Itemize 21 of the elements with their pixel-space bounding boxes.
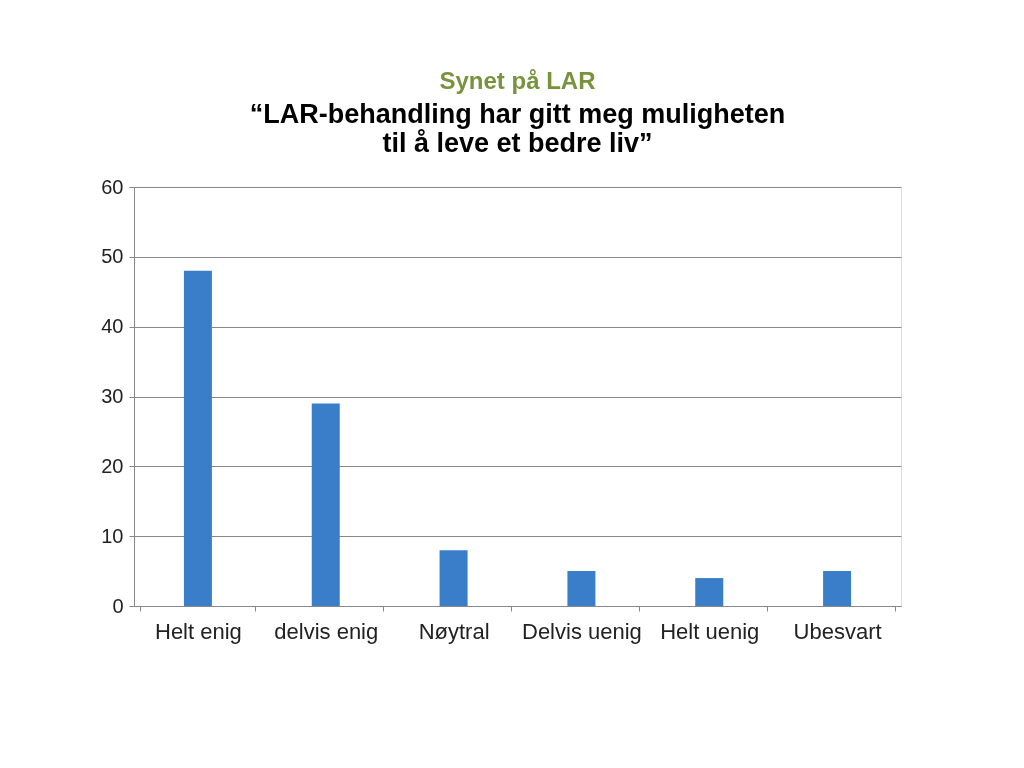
bar (695, 578, 724, 606)
y-tick-label: 0 (112, 594, 124, 617)
bar (823, 571, 852, 606)
x-tick-label: Ubesvart (793, 618, 882, 644)
x-tick-label: Helt uenig (660, 618, 760, 644)
bar (567, 571, 596, 606)
y-tick-label: 60 (101, 175, 124, 198)
chart-title: Synet på LAR (439, 67, 596, 94)
chart-subtitle: “LAR-behandling har gitt meg muligheten til å leve et bedre liv” (249, 99, 786, 158)
bar (311, 403, 340, 606)
y-tick-label: 30 (101, 385, 124, 407)
x-tick-label: Nøytral (418, 618, 490, 644)
x-tick-label: delvis enig (274, 618, 379, 644)
bar (183, 270, 212, 606)
y-tick-label: 50 (101, 245, 124, 268)
y-tick-label: 10 (101, 524, 124, 547)
x-tick-label: Helt enig (154, 618, 242, 644)
y-tick-label: 20 (101, 454, 124, 477)
x-tick-label: Delvis uenig (521, 618, 642, 644)
bar (439, 550, 468, 606)
y-tick-label: 40 (101, 315, 124, 338)
